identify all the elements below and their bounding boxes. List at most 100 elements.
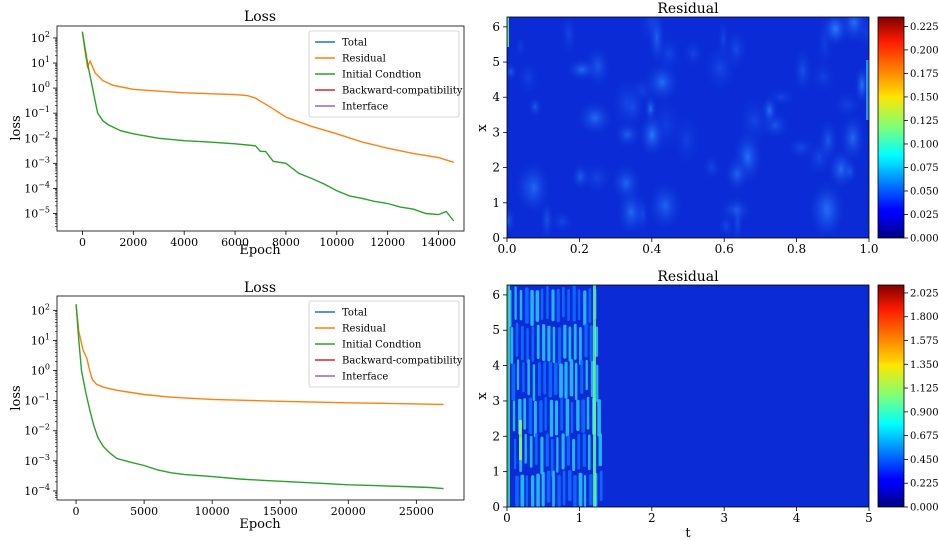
- residual-stripe: [559, 363, 563, 399]
- residual-stripe: [598, 433, 602, 467]
- x-tick-label: 4000: [170, 236, 198, 249]
- colorbar-tick-label: 0.225: [910, 22, 938, 33]
- residual-stripe: [520, 325, 524, 361]
- x-tick-label: 0: [79, 236, 86, 249]
- residual-stripe: [533, 400, 537, 438]
- x-tick-label: 0: [73, 505, 80, 518]
- legend-entry: Total: [342, 38, 367, 49]
- y-tick-label: 10−2: [24, 423, 50, 438]
- residual-stripe: [548, 361, 553, 398]
- loss-legend-bottom: Total Residual Initial Condtion Backward-co…: [308, 300, 463, 388]
- x-tick-label: 0.4: [642, 242, 661, 256]
- residual-stripe: [544, 396, 547, 431]
- legend-entry: Interface: [342, 102, 388, 113]
- residual-stripe: [560, 397, 563, 431]
- residual-stripe: [573, 475, 577, 507]
- residual-stripe: [540, 436, 544, 475]
- residual-blob: [681, 37, 706, 70]
- residual-stripe: [541, 471, 545, 507]
- residual-xticks-bottom: 0 1 2 3 4 5: [503, 507, 873, 525]
- y-tick-label: 6: [492, 20, 500, 34]
- x-tick-label: 25000: [399, 505, 434, 518]
- y-tick-label: 3: [492, 394, 500, 408]
- y-tick-label: 100: [31, 363, 50, 378]
- residual-stripe: [528, 397, 533, 435]
- residual-blob: [638, 111, 666, 159]
- colorbar-tick-label: 0.025: [910, 210, 938, 221]
- residual-blob: [817, 116, 840, 165]
- residual-stripe: [568, 470, 572, 502]
- residual-stripe: [540, 288, 544, 321]
- residual-stripe: [537, 362, 541, 397]
- residual-blob: [514, 56, 543, 99]
- series-line-initial-condtion: [81, 31, 455, 222]
- residual-title-bottom: Residual: [657, 269, 719, 285]
- residual-stripe: [529, 435, 533, 468]
- y-tick-label: 10−1: [24, 393, 50, 408]
- y-tick-label: 6: [492, 288, 500, 302]
- series-line-initial-condtion: [75, 304, 444, 490]
- x-tick-label: 8000: [272, 236, 300, 249]
- residual-stripe: [531, 326, 535, 362]
- y-tick-label: 100: [31, 80, 50, 95]
- legend-entry: Residual: [342, 324, 386, 335]
- residual-stripe: [573, 323, 577, 360]
- colorbar-tick-label: 0.175: [910, 69, 938, 80]
- y-tick-label: 1: [492, 196, 500, 210]
- loss-chart-bottom: Loss Epoch loss 0 5000 10000 15000 20000 2500…: [9, 280, 465, 532]
- residual-blob: [558, 17, 579, 59]
- residual-stripe: [568, 326, 572, 362]
- residual-stripe: [527, 359, 530, 396]
- residual-stripe: [581, 399, 585, 433]
- y-tick-label: 5: [492, 55, 500, 69]
- residual-blob: [645, 178, 685, 234]
- loss-chart-top: Loss Epoch loss 0 2000 4000 6000 8000 10000 12…: [9, 9, 465, 258]
- colorbar-tick-label: 0.200: [910, 45, 938, 56]
- residual-title-top: Residual: [657, 1, 719, 17]
- y-tick-label: 2: [492, 161, 500, 175]
- x-tick-label: 1: [576, 511, 584, 525]
- residual-field-bottom: [507, 285, 869, 507]
- residual-blob: [620, 86, 646, 128]
- y-tick-label: 102: [31, 30, 50, 45]
- residual-stripe: [576, 399, 580, 431]
- colorbar-tick-label: 0.000: [910, 503, 938, 514]
- residual-stripe: [593, 285, 596, 507]
- residual-blob: [807, 57, 839, 97]
- residual-blob: [716, 17, 730, 63]
- residual-stripe: [543, 361, 547, 395]
- residual-blob: [841, 159, 859, 185]
- x-tick-label: 6000: [221, 236, 249, 249]
- colorbar-tick-label: 0.100: [910, 139, 938, 150]
- residual-blob: [635, 17, 667, 52]
- residual-stripe: [583, 290, 587, 326]
- x-tick-label: 5: [865, 511, 873, 525]
- colorbar-tick-label: 2.025: [910, 288, 938, 299]
- residual-blob: [615, 185, 647, 238]
- x-tick-label: 0.0: [497, 242, 516, 256]
- legend-entry: Backward-compatibility: [342, 356, 463, 367]
- loss-xticks-bottom: 0 5000 10000 15000 20000 25000: [73, 500, 434, 518]
- residual-blob: [701, 152, 722, 183]
- residual-field-top: [507, 17, 869, 238]
- residual-stripe: [562, 470, 566, 506]
- x-tick-label: 4: [793, 511, 801, 525]
- residual-stripe: [569, 359, 574, 397]
- y-tick-label: 10−3: [24, 453, 50, 468]
- y-tick-label: 4: [492, 90, 500, 104]
- residual-stripe: [589, 325, 594, 363]
- residual-blob: [806, 176, 847, 238]
- residual-yticks-top: 0 1 2 3 4 5 6: [492, 20, 507, 245]
- loss-legend-top: Total Residual Initial Condtion Backward-co…: [308, 30, 463, 118]
- y-tick-label: 5: [492, 323, 500, 337]
- loss-xticks-top: 0 2000 4000 6000 8000 10000 12000 14000: [79, 231, 456, 249]
- legend-entry: Backward-compatibility: [342, 86, 463, 97]
- residual-blob: [723, 154, 751, 194]
- residual-stripe: [514, 286, 517, 320]
- y-tick-label: 101: [31, 55, 50, 70]
- residual-stripe: [526, 327, 529, 364]
- residual-blob: [507, 205, 518, 236]
- residual-xlabel-bottom: t: [685, 526, 691, 540]
- residual-stripe: [552, 326, 556, 364]
